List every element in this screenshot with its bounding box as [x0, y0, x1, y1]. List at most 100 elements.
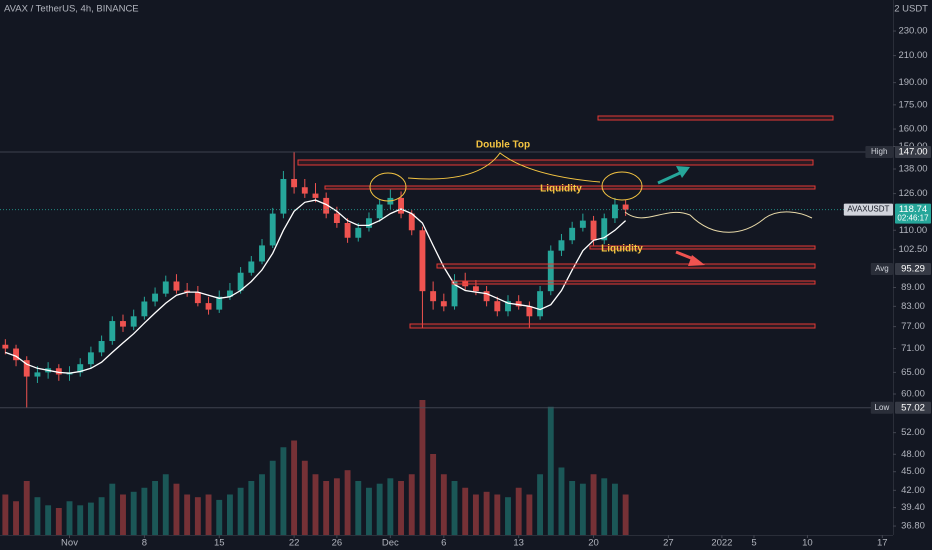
volume-bar [505, 497, 511, 535]
tag-value: 57.02 [901, 402, 925, 413]
candle-body [579, 220, 586, 228]
volume-bar [419, 400, 426, 535]
ellipse [601, 171, 643, 201]
y-tick-label: 42.00 [901, 485, 925, 496]
volume-bar [558, 467, 565, 535]
candle-body [184, 290, 191, 293]
y-tick-label: 71.00 [901, 343, 925, 354]
volume-bar [237, 487, 244, 535]
candle-body [344, 223, 351, 238]
y-tick-label: 52.00 [901, 427, 925, 438]
candle-body [216, 296, 223, 310]
tag-value-box [895, 203, 931, 224]
candle-body [98, 341, 105, 353]
candle-body [601, 218, 608, 241]
volume-bar [537, 474, 544, 535]
tag-value: 147.00 [898, 146, 927, 157]
x-tick-label: 2022 [711, 538, 732, 549]
candle-body [547, 250, 554, 292]
candle-body [162, 281, 169, 294]
zone [436, 263, 816, 269]
y-tick-label: 77.00 [901, 321, 925, 332]
x-tick-label: 10 [802, 538, 813, 549]
volume-bar [23, 481, 30, 535]
volume-bar [66, 501, 73, 535]
volume-bar [301, 460, 308, 535]
moving-average [5, 199, 627, 374]
volume-bar [472, 494, 479, 535]
volume-bar [366, 487, 372, 535]
tag-value-box [895, 263, 931, 276]
volume-bar [77, 505, 84, 535]
candle-body [301, 187, 308, 194]
volume-bar [216, 499, 223, 535]
y-tick-label: 60.00 [901, 389, 925, 400]
y-tick-label: 89.00 [901, 282, 925, 293]
x-tick-label: 8 [142, 538, 147, 549]
y-tick-label: 83.00 [901, 301, 925, 312]
candle-body [77, 364, 84, 373]
zone [324, 185, 816, 190]
y-tick-label: 210.00 [898, 50, 927, 61]
volume-bar [162, 474, 169, 535]
x-tick-label: 22 [289, 538, 300, 549]
volume-bar [45, 505, 52, 535]
volume-bar [194, 497, 201, 535]
zone [297, 159, 814, 166]
candle-body [323, 197, 330, 214]
candle-body [130, 316, 137, 327]
x-tick-label: 13 [513, 538, 524, 549]
tag-name: Avg [875, 264, 889, 273]
volume-bar [494, 494, 501, 535]
x-tick-label: 5 [751, 538, 756, 549]
volume-bar [355, 481, 362, 535]
candle-body [269, 213, 276, 246]
volume-bar [130, 491, 137, 535]
y-tick-label: 39.40 [901, 502, 925, 513]
candle-body [366, 218, 372, 228]
arrow [657, 171, 681, 185]
volume-bar [55, 508, 62, 535]
tag-countdown: 02:46:17 [897, 214, 929, 223]
candle-body [408, 213, 415, 231]
volume-bar [280, 447, 287, 535]
volume-bar [226, 494, 233, 535]
volume-bar [269, 460, 276, 535]
volume-bar [152, 481, 159, 535]
tag-name: High [871, 147, 887, 156]
candle-body [430, 291, 437, 302]
volume-bar [462, 487, 469, 535]
candle-body [23, 360, 30, 377]
x-tick-label: 17 [877, 538, 888, 549]
volume-bar [408, 474, 415, 535]
x-tick-label: Nov [61, 538, 78, 549]
volume-bar [13, 501, 19, 535]
x-tick-label: Dec [382, 538, 399, 549]
zone [597, 115, 834, 121]
candle-body [34, 372, 41, 377]
candle-body [494, 301, 501, 312]
volume-bar [569, 481, 576, 535]
candle-body [419, 230, 426, 292]
volume-bar [323, 481, 330, 535]
candle-body [505, 301, 511, 312]
candle-body [611, 204, 618, 219]
volume-bar [398, 481, 404, 535]
candle-body [259, 245, 265, 262]
candle-body [451, 281, 458, 307]
annotation: Liquidity [601, 244, 643, 255]
candle-body [173, 281, 180, 291]
zone [589, 245, 816, 250]
volume-bar [440, 474, 447, 535]
volume-bar [248, 481, 255, 535]
volume-bar [590, 474, 597, 535]
volume-bar [87, 502, 94, 535]
y-tick-label: 175.00 [898, 99, 927, 110]
projection-path [624, 211, 813, 233]
volume-bar [344, 470, 351, 535]
candle-body [558, 240, 565, 251]
candle-body [398, 197, 404, 214]
candle-body [440, 301, 447, 307]
volume-bar [312, 474, 319, 535]
